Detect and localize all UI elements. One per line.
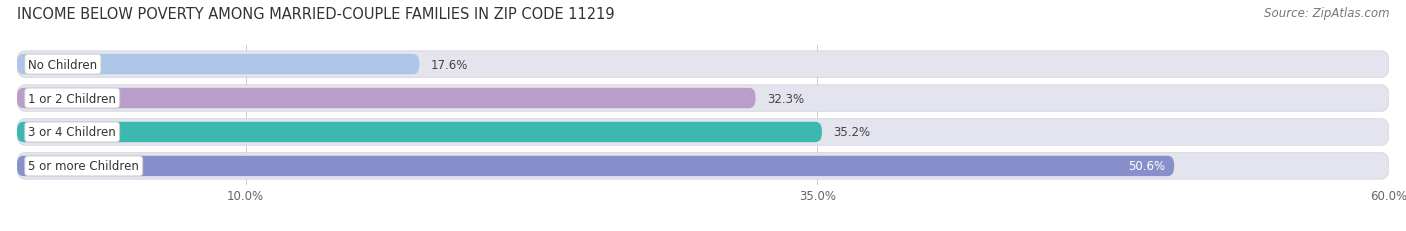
Text: Source: ZipAtlas.com: Source: ZipAtlas.com: [1264, 7, 1389, 20]
Text: 5 or more Children: 5 or more Children: [28, 160, 139, 173]
Text: 50.6%: 50.6%: [1128, 160, 1166, 173]
FancyBboxPatch shape: [17, 122, 823, 143]
FancyBboxPatch shape: [17, 55, 419, 75]
FancyBboxPatch shape: [17, 153, 1389, 179]
FancyBboxPatch shape: [17, 156, 1174, 176]
Text: 35.2%: 35.2%: [834, 126, 870, 139]
Text: INCOME BELOW POVERTY AMONG MARRIED-COUPLE FAMILIES IN ZIP CODE 11219: INCOME BELOW POVERTY AMONG MARRIED-COUPL…: [17, 7, 614, 22]
Text: No Children: No Children: [28, 58, 97, 71]
Text: 3 or 4 Children: 3 or 4 Children: [28, 126, 117, 139]
FancyBboxPatch shape: [17, 119, 1389, 146]
Text: 32.3%: 32.3%: [768, 92, 804, 105]
FancyBboxPatch shape: [17, 85, 1389, 112]
FancyBboxPatch shape: [17, 88, 755, 109]
Text: 1 or 2 Children: 1 or 2 Children: [28, 92, 117, 105]
Text: 17.6%: 17.6%: [430, 58, 468, 71]
FancyBboxPatch shape: [17, 52, 1389, 78]
